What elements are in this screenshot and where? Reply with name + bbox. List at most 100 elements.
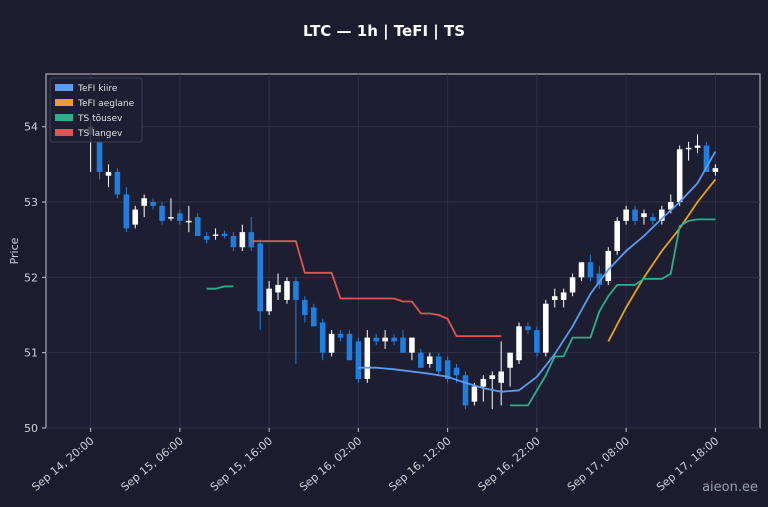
candle-body	[284, 281, 290, 300]
candle-body	[203, 235, 210, 240]
x-tick-label: Sep 16, 22:00	[476, 434, 543, 493]
candle-body	[453, 367, 460, 376]
candle-body	[596, 273, 603, 285]
candle-body	[257, 243, 263, 312]
candle-body	[275, 284, 281, 293]
candle-body	[525, 326, 531, 331]
x-tick-label: Sep 14, 20:00	[29, 434, 96, 493]
candle-body	[346, 333, 353, 361]
legend-swatch	[55, 114, 73, 121]
candle-body	[212, 234, 219, 236]
candle-body	[355, 341, 362, 380]
candle-body	[105, 171, 112, 176]
candle-body	[328, 333, 335, 353]
candle-body	[614, 220, 620, 251]
candle-body	[373, 337, 379, 342]
candle-body	[516, 326, 522, 361]
candle-body	[480, 379, 487, 387]
candle-body	[569, 277, 576, 293]
candle-body	[123, 194, 130, 229]
candle-body	[543, 303, 549, 353]
x-tick-label: Sep 16, 12:00	[386, 434, 453, 493]
candle-body	[168, 217, 174, 219]
candle-body	[534, 330, 540, 353]
candle-body	[667, 202, 674, 210]
y-tick-label: 50	[24, 422, 38, 435]
x-tick-label: Sep 16, 02:00	[297, 434, 364, 493]
x-tick-label: Sep 17, 08:00	[565, 434, 632, 493]
candle-body	[632, 209, 638, 221]
candle-body	[230, 235, 237, 248]
candle-body	[659, 209, 665, 221]
candle-body	[650, 217, 656, 221]
candle-body	[578, 262, 585, 278]
candle-body	[471, 386, 478, 402]
candle-body	[551, 296, 558, 300]
series-line	[358, 151, 717, 393]
series-line	[206, 218, 716, 407]
candle-body	[186, 220, 192, 223]
candle-body	[641, 213, 647, 218]
candle-body	[239, 232, 246, 248]
candle-body	[462, 375, 469, 406]
candle-body	[391, 337, 397, 342]
candle-body	[266, 288, 272, 312]
series-line	[251, 240, 502, 337]
candle-body	[159, 205, 165, 221]
legend-label: TS langev	[77, 129, 123, 139]
candle-body	[418, 352, 424, 368]
candle-body	[498, 371, 504, 383]
candle-body	[194, 217, 201, 236]
candle-body	[337, 333, 344, 338]
candle-body	[623, 209, 629, 221]
x-tick-label: Sep 15, 16:00	[208, 434, 275, 493]
y-tick-label: 51	[24, 347, 38, 360]
y-tick-label: 54	[24, 121, 38, 134]
candle-body	[150, 202, 156, 206]
candle-body	[293, 281, 299, 300]
y-tick-label: 53	[24, 196, 38, 209]
candle-body	[248, 232, 255, 248]
candle-body	[409, 337, 415, 353]
candle-body	[435, 356, 442, 372]
plot-area	[45, 73, 761, 429]
candle-body	[560, 292, 567, 300]
candle-body	[587, 262, 594, 278]
candle-body	[364, 337, 371, 380]
candle-body	[96, 141, 103, 172]
legend-swatch	[55, 84, 73, 91]
candle-body	[676, 149, 683, 203]
candle-body	[400, 337, 406, 353]
candle-body	[221, 233, 228, 236]
legend-swatch	[55, 99, 73, 106]
candle-body	[177, 213, 183, 221]
candle-body	[114, 171, 121, 195]
candle-body	[141, 198, 147, 206]
candle-body	[444, 360, 451, 380]
series-line	[607, 178, 717, 342]
chart-title: LTC — 1h | TeFI | TS	[303, 22, 465, 40]
legend	[49, 77, 143, 143]
candle-body	[489, 375, 496, 380]
legend-swatch	[55, 129, 73, 136]
candle-body	[427, 356, 433, 364]
candle-body	[507, 352, 513, 368]
y-tick-label: 52	[24, 271, 38, 284]
candle-body	[382, 337, 388, 342]
candle-body	[685, 147, 692, 150]
candle-body	[694, 145, 701, 148]
candle-body	[712, 168, 719, 172]
candle-body	[132, 209, 139, 225]
x-tick-label: Sep 15, 06:00	[119, 434, 186, 493]
candle-body	[319, 322, 326, 353]
y-axis-label: Price	[8, 237, 21, 264]
candle-body	[302, 299, 308, 316]
legend-label: TeFI aeglane	[77, 99, 135, 109]
candle-body	[310, 307, 317, 327]
candle-body	[605, 251, 612, 282]
candle-body	[703, 145, 710, 172]
legend-label: TS tõusev	[77, 114, 123, 124]
watermark: aieon.ee	[702, 480, 758, 495]
